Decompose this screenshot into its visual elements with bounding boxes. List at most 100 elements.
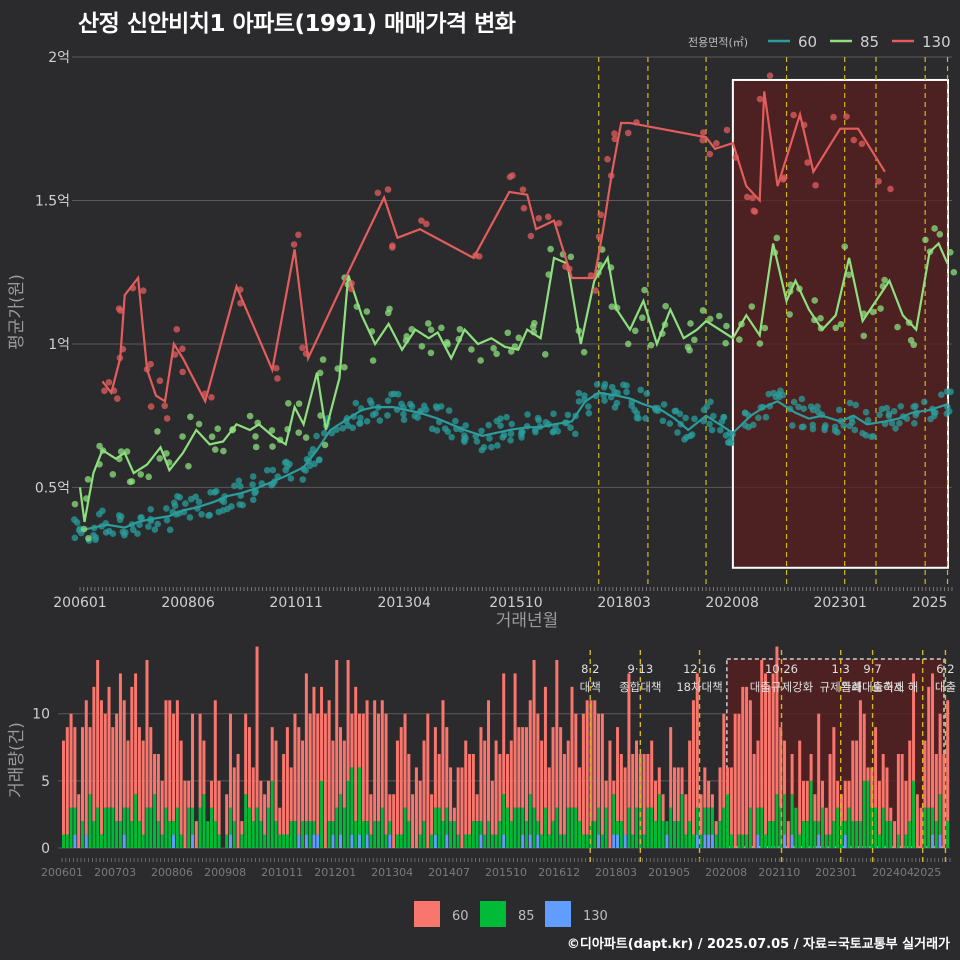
volume-bar-85 — [126, 807, 130, 848]
price-point-60 — [71, 534, 79, 542]
volume-bar-60 — [691, 700, 695, 835]
volume-bar-60 — [699, 794, 703, 835]
volume-bar-60 — [684, 794, 688, 835]
volume-bar-85 — [506, 807, 509, 848]
price-point-130 — [766, 72, 774, 79]
price-point-85 — [156, 455, 164, 462]
volume-bar-60 — [228, 713, 232, 808]
x-tick-label: 201803 — [597, 595, 650, 611]
price-point-130 — [723, 126, 731, 134]
volume-bar-60 — [240, 821, 244, 835]
volume-bar-60 — [115, 713, 119, 822]
volume-bar-85 — [274, 821, 278, 848]
price-point-60 — [420, 402, 428, 410]
volume-bar-60 — [175, 700, 179, 808]
price-point-60 — [211, 488, 218, 496]
volume-bar-85 — [289, 821, 293, 848]
price-point-130 — [535, 214, 543, 222]
volume-bar-60 — [312, 686, 316, 822]
volume-bar-85 — [471, 821, 475, 848]
volume-bar-85 — [597, 807, 601, 835]
price-point-130 — [348, 280, 355, 287]
volume-bar-85 — [384, 834, 388, 848]
volume-bar-85 — [99, 834, 103, 848]
volume-bar-85 — [270, 780, 274, 848]
volume-bar-60 — [733, 713, 737, 848]
volume-bar-130 — [665, 834, 669, 848]
price-point-60 — [237, 483, 244, 490]
volume-bar-85 — [946, 821, 950, 848]
price-point-60 — [800, 423, 807, 431]
volume-bar-60 — [646, 754, 650, 808]
price-point-60 — [390, 390, 398, 398]
price-point-85 — [109, 471, 117, 478]
volume-bar-60 — [680, 767, 684, 795]
price-point-85 — [268, 427, 276, 434]
volume-bar-85 — [798, 834, 802, 848]
volume-bar-130 — [521, 834, 525, 848]
price-point-60 — [182, 500, 189, 507]
price-point-85 — [931, 225, 938, 232]
price-point-85 — [386, 305, 393, 313]
volume-bar-60 — [672, 767, 676, 822]
legend-title: 전용면적(㎡) — [688, 36, 748, 49]
volume-bar-60 — [259, 780, 263, 822]
price-point-60 — [585, 403, 592, 410]
volume-bar-85 — [335, 807, 339, 848]
volume-bar-85 — [437, 807, 441, 848]
price-point-60 — [724, 439, 732, 446]
volume-bar-60 — [893, 821, 897, 848]
price-point-85 — [773, 234, 781, 242]
volume-bar-85 — [285, 834, 289, 848]
volume-legend-label-85: 85 — [518, 909, 535, 924]
price-point-60 — [518, 434, 525, 441]
price-point-85 — [608, 303, 616, 311]
volume-bar-60 — [635, 740, 639, 808]
volume-bar-85 — [931, 807, 935, 835]
volume-bar-85 — [764, 834, 768, 848]
price-point-60 — [666, 420, 674, 427]
volume-bar-85 — [817, 821, 821, 835]
price-point-85 — [877, 305, 884, 312]
volume-bar-130 — [616, 834, 620, 848]
volume-x-tick-label: 2025 — [913, 866, 941, 879]
y-tick-label: 1.5억 — [35, 193, 70, 209]
volume-bar-130 — [73, 834, 77, 848]
volume-bar-60 — [908, 740, 912, 822]
volume-x-tick-label: 201803 — [595, 866, 637, 879]
volume-bar-85 — [802, 821, 805, 848]
volume-bar-60 — [718, 767, 722, 822]
chart-title: 산정 신안비치1 아파트(1991) 매매가격 변화 — [78, 11, 516, 37]
volume-bar-85 — [376, 821, 380, 848]
price-point-60 — [205, 512, 212, 519]
price-point-60 — [488, 443, 495, 451]
price-point-60 — [251, 489, 258, 497]
volume-bar-60 — [855, 740, 859, 822]
volume-bar-60 — [578, 767, 582, 822]
price-point-85 — [321, 441, 329, 449]
volume-bar-85 — [373, 821, 377, 848]
price-point-60 — [400, 416, 408, 424]
price-point-85 — [580, 348, 588, 356]
price-point-60 — [99, 507, 106, 515]
price-point-60 — [344, 422, 352, 430]
volume-bar-85 — [388, 821, 392, 835]
price-point-60 — [708, 426, 716, 434]
volume-bar-60 — [745, 686, 749, 835]
volume-bar-60 — [885, 767, 889, 822]
volume-bar-85 — [646, 807, 650, 848]
volume-bar-85 — [771, 821, 775, 848]
volume-bar-85 — [691, 834, 695, 848]
volume-bar-85 — [524, 821, 528, 848]
volume-bar-85 — [619, 821, 623, 848]
volume-bar-85 — [479, 821, 483, 835]
volume-bar-60 — [798, 740, 802, 835]
volume-bar-85 — [820, 807, 824, 848]
volume-bar-60 — [938, 713, 942, 795]
price-point-60 — [835, 406, 843, 414]
volume-bar-60 — [752, 754, 756, 848]
volume-bars — [62, 646, 950, 848]
volume-bar-130 — [350, 834, 354, 848]
volume-bar-60 — [502, 673, 506, 795]
volume-bar-85 — [794, 807, 798, 848]
